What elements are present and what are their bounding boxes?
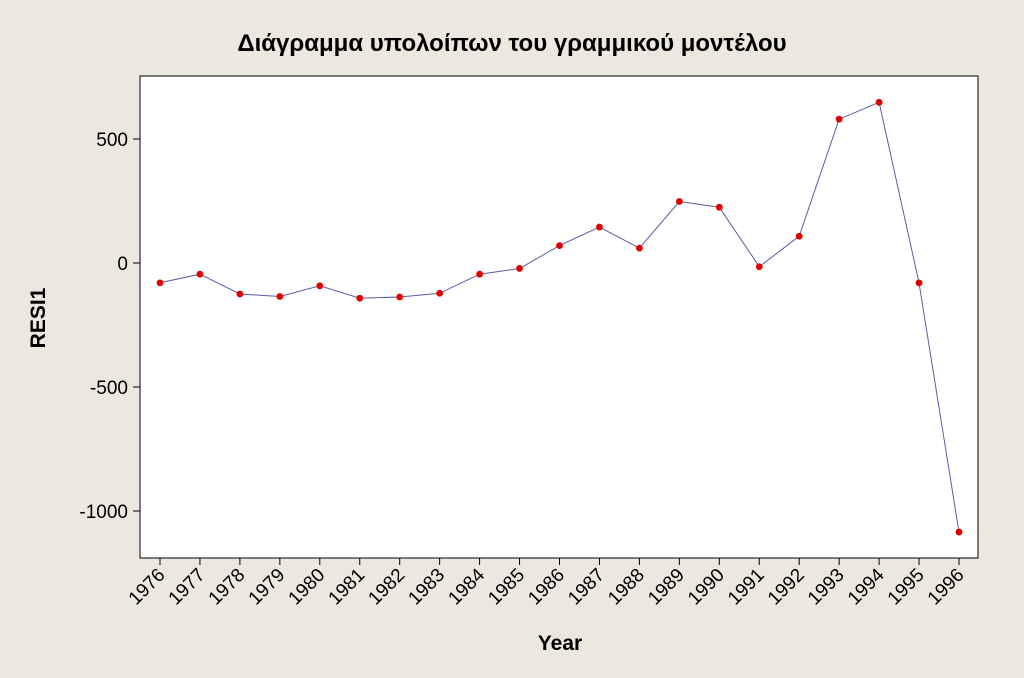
data-point-1976 [156, 279, 164, 287]
x-tick-label: 1995 [884, 565, 929, 610]
y-tick-label: 0 [117, 254, 128, 275]
y-axis-label: RESI1 [27, 287, 50, 348]
data-point-1981 [356, 294, 364, 302]
data-point-1978 [236, 290, 244, 298]
data-point-1994 [875, 98, 883, 106]
x-tick-label: 1987 [564, 565, 609, 610]
x-tick-label: 1980 [285, 565, 330, 610]
x-tick-label: 1976 [125, 565, 170, 610]
x-tick-label: 1982 [364, 565, 409, 610]
x-tick-label: 1978 [205, 565, 250, 610]
x-tick-label: 1990 [684, 565, 729, 610]
x-tick-label: 1993 [804, 565, 849, 610]
plot-area [139, 75, 979, 559]
y-tick-label: -1000 [79, 502, 128, 523]
data-point-1987 [596, 223, 603, 231]
data-point-1983 [436, 289, 444, 297]
x-tick-label: 1992 [764, 565, 809, 610]
x-axis-label: Year [538, 632, 582, 655]
data-point-1996 [955, 528, 963, 536]
data-point-1984 [476, 270, 483, 278]
x-tick-label: 1977 [165, 565, 210, 610]
x-tick-label: 1994 [844, 564, 889, 609]
data-point-1989 [675, 198, 683, 205]
data-point-1979 [276, 293, 284, 300]
x-tick-label: 1988 [604, 565, 649, 610]
data-point-1988 [636, 244, 643, 252]
x-tick-label: 1986 [524, 565, 569, 610]
y-axis: 500 0 -500 -1000 [79, 130, 140, 523]
x-tick-label: 1991 [724, 565, 769, 610]
x-tick-label: 1985 [484, 565, 529, 610]
data-point-1993 [835, 115, 843, 123]
data-point-1982 [396, 293, 404, 301]
x-tick-label: 1984 [444, 564, 489, 609]
y-tick-label: -500 [90, 378, 128, 399]
y-tick-label: 500 [96, 130, 128, 151]
chart-title: Διάγραμμα υπολοίπων του γραμμικού μοντέλ… [237, 30, 786, 57]
x-tick-label: 1981 [325, 565, 370, 610]
x-tick-label: 1989 [644, 565, 689, 610]
x-tick-label: 1979 [245, 565, 290, 610]
series-residuals [156, 98, 963, 536]
x-tick-label: 1983 [404, 565, 449, 610]
data-point-1992 [795, 232, 803, 240]
data-point-1977 [196, 270, 204, 278]
data-point-1995 [915, 279, 923, 287]
data-point-1990 [715, 203, 723, 211]
x-tick-label: 1996 [924, 565, 969, 610]
data-point-1980 [316, 282, 324, 290]
data-point-1991 [755, 263, 763, 271]
x-axis: 1976197719781979198019811982198319841985… [125, 558, 969, 609]
data-point-1985 [516, 265, 523, 272]
data-point-1986 [556, 242, 563, 250]
